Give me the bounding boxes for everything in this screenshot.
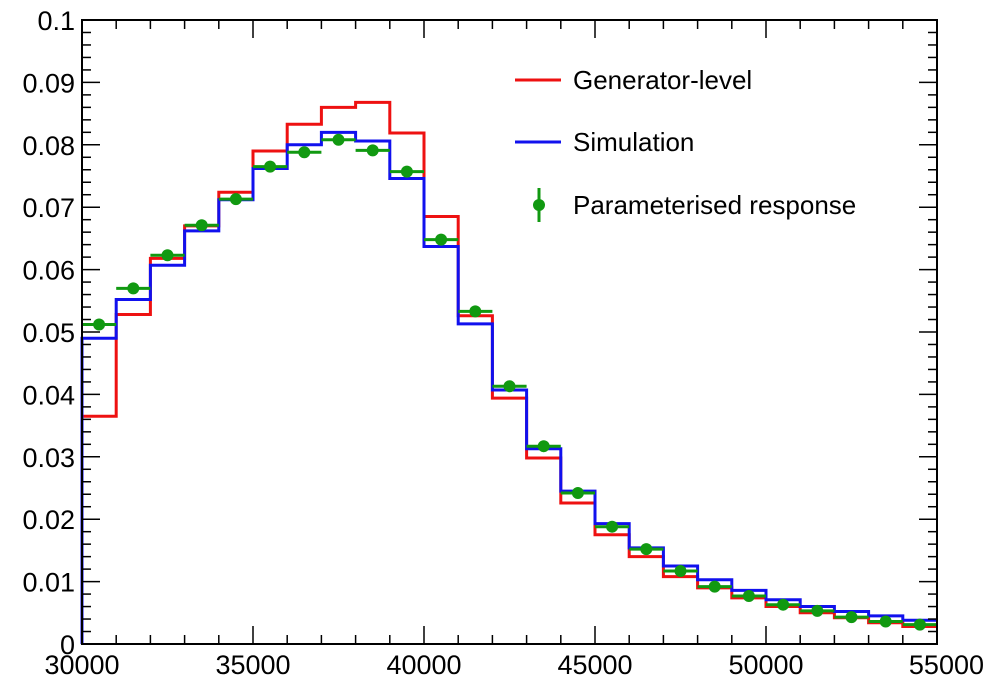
y-tick-label: 0.07 [22, 193, 75, 223]
data-point [811, 604, 824, 617]
y-tick-label: 0.1 [37, 6, 75, 36]
data-point [264, 160, 277, 173]
x-tick-label: 30000 [44, 650, 119, 680]
x-tick-label: 35000 [215, 650, 290, 680]
data-point [366, 144, 379, 157]
legend: Generator-level Simulation Parameterised r… [515, 65, 856, 222]
y-tick-label: 0.05 [22, 318, 75, 348]
y-tick-label: 0 [60, 630, 75, 660]
data-point [503, 380, 516, 393]
legend-label-parameterised-response: Parameterised response [573, 190, 856, 220]
data-point [93, 318, 106, 331]
data-point [332, 133, 345, 146]
data-point [674, 564, 687, 577]
x-tick-label: 50000 [728, 650, 803, 680]
y-tick-label: 0.06 [22, 256, 75, 286]
y-tick-label: 0.09 [22, 68, 75, 98]
data-point [195, 219, 208, 232]
x-tick-label: 55000 [909, 650, 984, 680]
data-point [571, 486, 584, 499]
legend-swatch-marker [533, 199, 545, 211]
data-point [777, 598, 790, 611]
data-point [400, 165, 413, 178]
data-point [708, 580, 721, 593]
data-point [161, 249, 174, 262]
y-tick-label: 0.01 [22, 568, 75, 598]
series-layer [80, 100, 937, 644]
data-point [606, 520, 619, 533]
y-tick-label: 0.03 [22, 443, 75, 473]
legend-label-generator-level: Generator-level [573, 65, 752, 95]
data-point [127, 282, 140, 295]
data-point [469, 305, 482, 318]
y-tick-label: 0.02 [22, 505, 75, 535]
data-point [845, 611, 858, 624]
data-point [742, 589, 755, 602]
data-point [640, 543, 653, 556]
data-point [229, 193, 242, 206]
data-point [537, 440, 550, 453]
data-point [435, 233, 448, 246]
data-point [879, 615, 892, 628]
x-tick-label: 40000 [386, 650, 461, 680]
x-tick-label: 45000 [557, 650, 632, 680]
data-point [298, 146, 311, 159]
axes-layer: 30000 35000 40000 45000 50000 55000 0 0.01 0.02 0… [22, 6, 984, 680]
legend-label-simulation: Simulation [573, 127, 694, 157]
data-point [913, 618, 926, 631]
y-tick-label: 0.08 [22, 131, 75, 161]
y-tick-label: 0.04 [22, 380, 75, 410]
series-simulation-line [80, 130, 937, 644]
